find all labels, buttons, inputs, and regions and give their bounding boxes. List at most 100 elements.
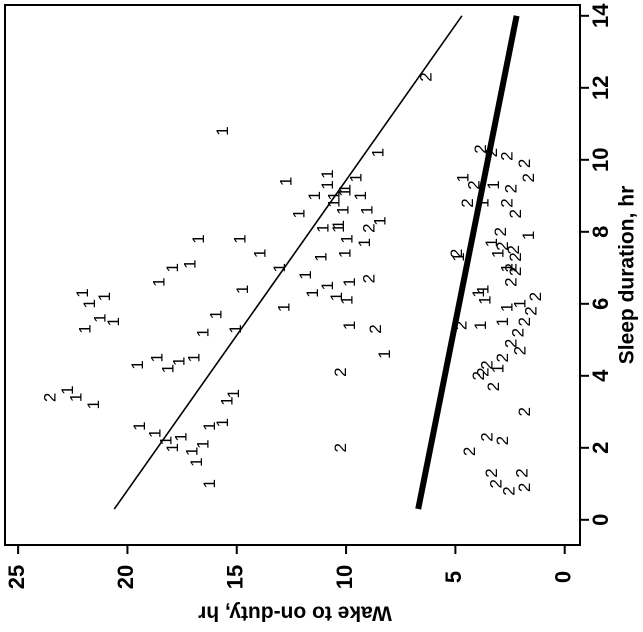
point-marker: 1	[311, 252, 330, 261]
x-tick-label: 0	[588, 514, 613, 526]
point-marker: 1	[169, 357, 188, 366]
y-tick-label: 25	[4, 565, 29, 589]
point-marker: 2	[366, 324, 385, 333]
point-marker: 1	[473, 198, 492, 207]
point-marker: 2	[515, 483, 534, 492]
point-marker: 1	[340, 277, 359, 286]
point-marker: 1	[231, 234, 250, 243]
point-marker: 1	[224, 389, 243, 398]
point-marker: 1	[95, 292, 114, 301]
point-marker: 1	[150, 277, 169, 286]
point-marker: 2	[484, 382, 503, 391]
x-tick-label: 2	[588, 442, 613, 454]
point-marker: 2	[497, 198, 516, 207]
point-marker: 1	[290, 209, 309, 218]
point-marker: 2	[416, 72, 435, 81]
point-marker: 1	[484, 180, 503, 189]
point-marker: 2	[471, 144, 490, 153]
point-marker: 1	[73, 288, 92, 297]
point-marker: 1	[207, 310, 226, 319]
point-marker: 1	[213, 126, 232, 135]
point-marker: 1	[183, 447, 202, 456]
point-marker: 2	[331, 443, 350, 452]
point-marker: 1	[274, 303, 293, 312]
point-marker: 2	[460, 447, 479, 456]
point-marker: 1	[200, 421, 219, 430]
point-marker: 1	[336, 184, 355, 193]
point-marker: 2	[478, 360, 497, 369]
y-tick-label: 0	[551, 571, 576, 583]
fit-line	[415, 15, 520, 510]
point-marker: 1	[314, 223, 333, 232]
point-marker: 2	[465, 180, 484, 189]
point-marker: 1	[519, 231, 538, 240]
point-marker: 2	[458, 198, 477, 207]
point-marker: 1	[355, 238, 374, 247]
point-marker: 2	[502, 339, 521, 348]
point-marker: 2	[451, 321, 470, 330]
point-marker: 2	[486, 479, 505, 488]
y-tick-label: 5	[441, 571, 466, 583]
point-marker: 2	[504, 245, 523, 254]
point-marker: 1	[145, 429, 164, 438]
y-tick-label: 20	[113, 565, 138, 589]
point-marker: 1	[250, 249, 269, 258]
point-marker: 1	[449, 252, 468, 261]
x-tick-label: 12	[588, 76, 613, 100]
y-tick-label: 10	[332, 565, 357, 589]
point-marker: 1	[91, 313, 110, 322]
point-marker: 1	[357, 205, 376, 214]
point-marker: 2	[493, 353, 512, 362]
point-marker: 1	[333, 205, 352, 214]
point-marker: 1	[193, 328, 212, 337]
point-marker: 2	[360, 274, 379, 283]
plot-frame	[4, 4, 581, 546]
point-marker: 2	[493, 436, 512, 445]
point-marker: 1	[351, 191, 370, 200]
point-marker: 2	[515, 159, 534, 168]
point-marker: 1	[325, 191, 344, 200]
point-marker: 2	[526, 292, 545, 301]
point-marker: 1	[193, 439, 212, 448]
point-marker: 1	[475, 295, 494, 304]
point-marker: 1	[180, 259, 199, 268]
point-marker: 2	[515, 317, 534, 326]
x-tick-label: 10	[588, 148, 613, 172]
point-marker: 1	[296, 270, 315, 279]
point-marker: 1	[482, 238, 501, 247]
point-marker: 1	[130, 421, 149, 430]
point-marker: 1	[471, 321, 490, 330]
point-marker: 1	[217, 396, 236, 405]
x-tick-label: 8	[588, 226, 613, 238]
x-axis-title: Sleep duration, hr	[616, 186, 639, 365]
point-marker: 2	[508, 328, 527, 337]
point-marker: 2	[497, 151, 516, 160]
point-marker: 2	[478, 432, 497, 441]
point-marker: 1	[172, 432, 191, 441]
point-marker: 1	[189, 234, 208, 243]
point-marker: 2	[500, 486, 519, 495]
point-marker: 2	[515, 407, 534, 416]
point-marker: 1	[489, 249, 508, 258]
point-marker: 1	[303, 288, 322, 297]
point-marker: 1	[318, 180, 337, 189]
point-marker: 2	[506, 209, 525, 218]
point-marker: 1	[497, 263, 516, 272]
x-tick-label: 4	[588, 369, 613, 382]
point-marker: 2	[502, 184, 521, 193]
point-marker: 2	[40, 393, 59, 402]
point-marker: 1	[163, 263, 182, 272]
point-marker: 2	[360, 223, 379, 232]
point-marker: 2	[491, 227, 510, 236]
point-marker: 1	[305, 191, 324, 200]
point-marker: 1	[318, 281, 337, 290]
point-marker: 1	[128, 360, 147, 369]
point-marker: 1	[473, 285, 492, 294]
y-axis-title: Wake to on-duty, hr	[198, 601, 392, 624]
point-marker: 1	[75, 324, 94, 333]
point-marker: 1	[454, 173, 473, 182]
point-marker: 1	[338, 234, 357, 243]
point-marker: 1	[163, 443, 182, 452]
point-marker: 2	[521, 306, 540, 315]
x-tick-label: 14	[588, 3, 613, 28]
